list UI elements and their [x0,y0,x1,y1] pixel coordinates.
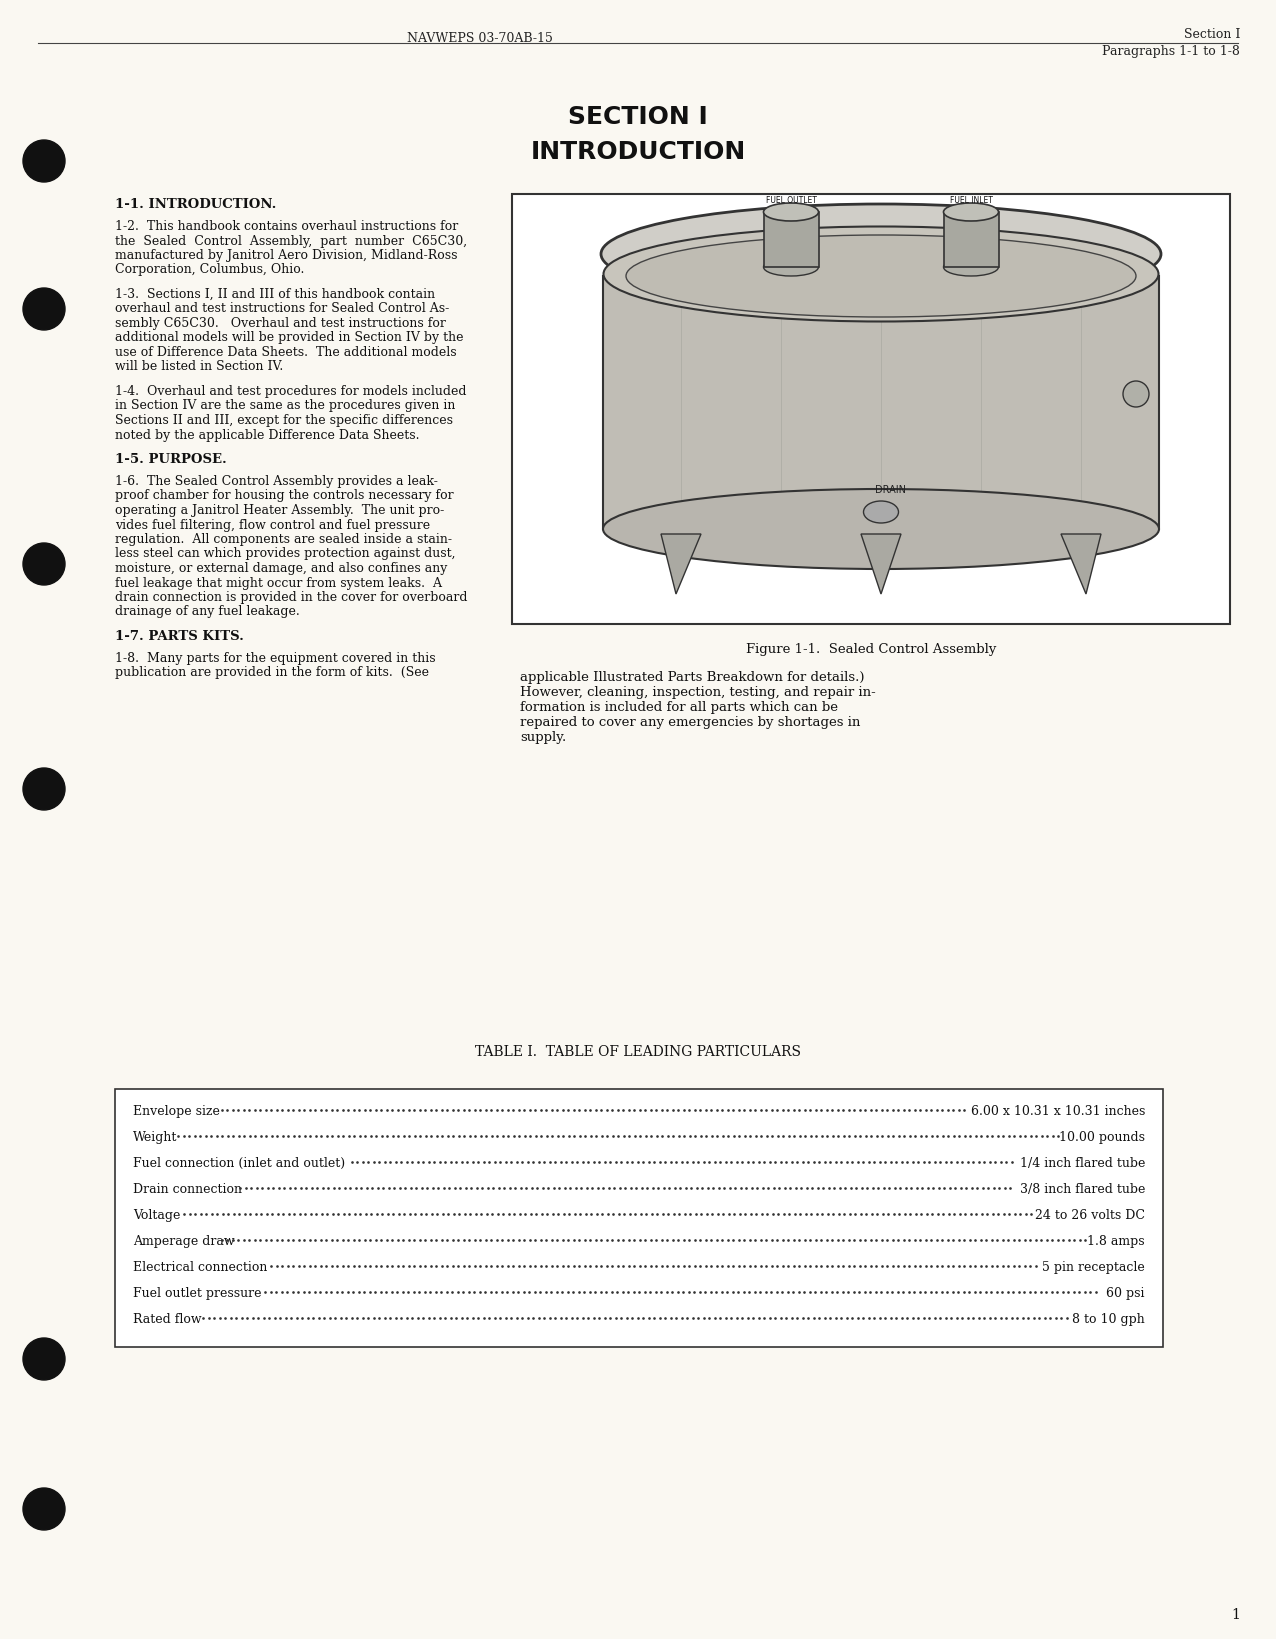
Text: additional models will be provided in Section IV by the: additional models will be provided in Se… [115,331,463,344]
Circle shape [23,1488,65,1531]
Text: operating a Janitrol Heater Assembly.  The unit pro-: operating a Janitrol Heater Assembly. Th… [115,503,444,516]
Ellipse shape [627,236,1136,318]
Text: Paragraphs 1-1 to 1-8: Paragraphs 1-1 to 1-8 [1102,44,1240,57]
Text: manufactured by Janitrol Aero Division, Midland-Ross: manufactured by Janitrol Aero Division, … [115,249,458,262]
Text: 10.00 pounds: 10.00 pounds [1059,1131,1145,1144]
Ellipse shape [943,259,999,277]
Text: Voltage: Voltage [133,1208,180,1221]
Bar [806,290,956,321]
Text: Fuel outlet pressure: Fuel outlet pressure [133,1287,262,1300]
Text: Sections II and III, except for the specific differences: Sections II and III, except for the spec… [115,413,453,426]
Bar [944,213,999,267]
Text: drainage of any fuel leakage.: drainage of any fuel leakage. [115,605,300,618]
Text: Weight: Weight [133,1131,177,1144]
Text: the  Sealed  Control  Assembly,  part  number  C65C30,: the Sealed Control Assembly, part number… [115,234,467,247]
Text: 1-7. PARTS KITS.: 1-7. PARTS KITS. [115,629,244,642]
Text: sembly C65C30.   Overhaul and test instructions for: sembly C65C30. Overhaul and test instruc… [115,316,445,329]
Text: 3/8 inch flared tube: 3/8 inch flared tube [1020,1182,1145,1195]
Text: Figure 1-1.  Sealed Control Assembly: Figure 1-1. Sealed Control Assembly [745,642,997,656]
Text: publication are provided in the form of kits.  (See: publication are provided in the form of … [115,665,429,679]
Text: However, cleaning, inspection, testing, and repair in-: However, cleaning, inspection, testing, … [521,685,875,698]
Text: 5 pin receptacle: 5 pin receptacle [1042,1260,1145,1274]
Text: Section I: Section I [1184,28,1240,41]
Text: vides fuel filtering, flow control and fuel pressure: vides fuel filtering, flow control and f… [115,518,430,531]
Ellipse shape [601,205,1161,305]
Text: 1-3.  Sections I, II and III of this handbook contain: 1-3. Sections I, II and III of this hand… [115,288,435,302]
Bar [764,213,819,267]
Text: Drain connection: Drain connection [133,1182,242,1195]
Polygon shape [661,534,701,595]
Text: 8 to 10 gph: 8 to 10 gph [1072,1313,1145,1326]
Text: DRAIN: DRAIN [875,485,906,495]
Text: FUEL OUTLET: FUEL OUTLET [766,197,817,205]
Text: in Section IV are the same as the procedures given in: in Section IV are the same as the proced… [115,400,456,413]
Text: 1-6.  The Sealed Control Assembly provides a leak-: 1-6. The Sealed Control Assembly provide… [115,475,438,488]
Circle shape [23,141,65,184]
Text: applicable Illustrated Parts Breakdown for details.): applicable Illustrated Parts Breakdown f… [521,670,865,683]
Text: use of Difference Data Sheets.  The additional models: use of Difference Data Sheets. The addit… [115,346,457,359]
Ellipse shape [943,203,999,221]
Text: 1.8 amps: 1.8 amps [1087,1234,1145,1247]
Text: 1-8.  Many parts for the equipment covered in this: 1-8. Many parts for the equipment covere… [115,652,435,664]
Text: repaired to cover any emergencies by shortages in: repaired to cover any emergencies by sho… [521,716,860,729]
Text: less steel can which provides protection against dust,: less steel can which provides protection… [115,547,456,561]
Polygon shape [1062,534,1101,595]
Text: NAVWEPS 03-70AB-15: NAVWEPS 03-70AB-15 [407,33,553,44]
Ellipse shape [864,502,898,524]
Text: 24 to 26 volts DC: 24 to 26 volts DC [1035,1208,1145,1221]
Text: 6.00 x 10.31 x 10.31 inches: 6.00 x 10.31 x 10.31 inches [971,1105,1145,1118]
Bar [115,1090,1162,1347]
Text: 60 psi: 60 psi [1106,1287,1145,1300]
Text: 1-1. INTRODUCTION.: 1-1. INTRODUCTION. [115,198,277,211]
Text: drain connection is provided in the cover for overboard: drain connection is provided in the cove… [115,590,467,603]
Circle shape [23,544,65,585]
Bar [512,195,1230,624]
Ellipse shape [604,490,1159,570]
Text: will be listed in Section IV.: will be listed in Section IV. [115,361,283,374]
Circle shape [23,1337,65,1380]
Text: INTRODUCTION: INTRODUCTION [531,139,745,164]
Text: 1/4 inch flared tube: 1/4 inch flared tube [1020,1155,1145,1169]
Text: regulation.  All components are sealed inside a stain-: regulation. All components are sealed in… [115,533,452,546]
Text: 1-4.  Overhaul and test procedures for models included: 1-4. Overhaul and test procedures for mo… [115,385,467,398]
Text: formation is included for all parts which can be: formation is included for all parts whic… [521,700,838,713]
Bar [836,385,926,406]
Text: fuel leakage that might occur from system leaks.  A: fuel leakage that might occur from syste… [115,577,441,588]
Text: moisture, or external damage, and also confines any: moisture, or external damage, and also c… [115,562,448,575]
Circle shape [23,288,65,331]
Text: Electrical connection: Electrical connection [133,1260,268,1274]
Text: 1: 1 [1231,1606,1240,1621]
Text: TABLE I.  TABLE OF LEADING PARTICULARS: TABLE I. TABLE OF LEADING PARTICULARS [475,1044,801,1059]
Ellipse shape [763,203,818,221]
Circle shape [23,769,65,811]
Text: Envelope size: Envelope size [133,1105,219,1118]
Text: supply.: supply. [521,731,567,744]
Circle shape [1123,382,1148,408]
Ellipse shape [763,259,818,277]
Text: Corporation, Columbus, Ohio.: Corporation, Columbus, Ohio. [115,264,305,277]
Text: 1-2.  This handbook contains overhaul instructions for: 1-2. This handbook contains overhaul ins… [115,220,458,233]
Text: 1-5. PURPOSE.: 1-5. PURPOSE. [115,452,227,465]
Ellipse shape [604,228,1159,323]
Bar [604,277,1159,529]
Text: Rated flow: Rated flow [133,1313,202,1326]
Text: Fuel connection (inlet and outlet): Fuel connection (inlet and outlet) [133,1155,345,1169]
Text: overhaul and test instructions for Sealed Control As-: overhaul and test instructions for Seale… [115,302,449,315]
Text: Amperage draw: Amperage draw [133,1234,235,1247]
Text: noted by the applicable Difference Data Sheets.: noted by the applicable Difference Data … [115,428,420,441]
Text: SECTION I: SECTION I [568,105,708,129]
Text: FUEL INLET: FUEL INLET [949,197,993,205]
Polygon shape [861,534,901,595]
Text: proof chamber for housing the controls necessary for: proof chamber for housing the controls n… [115,488,454,502]
